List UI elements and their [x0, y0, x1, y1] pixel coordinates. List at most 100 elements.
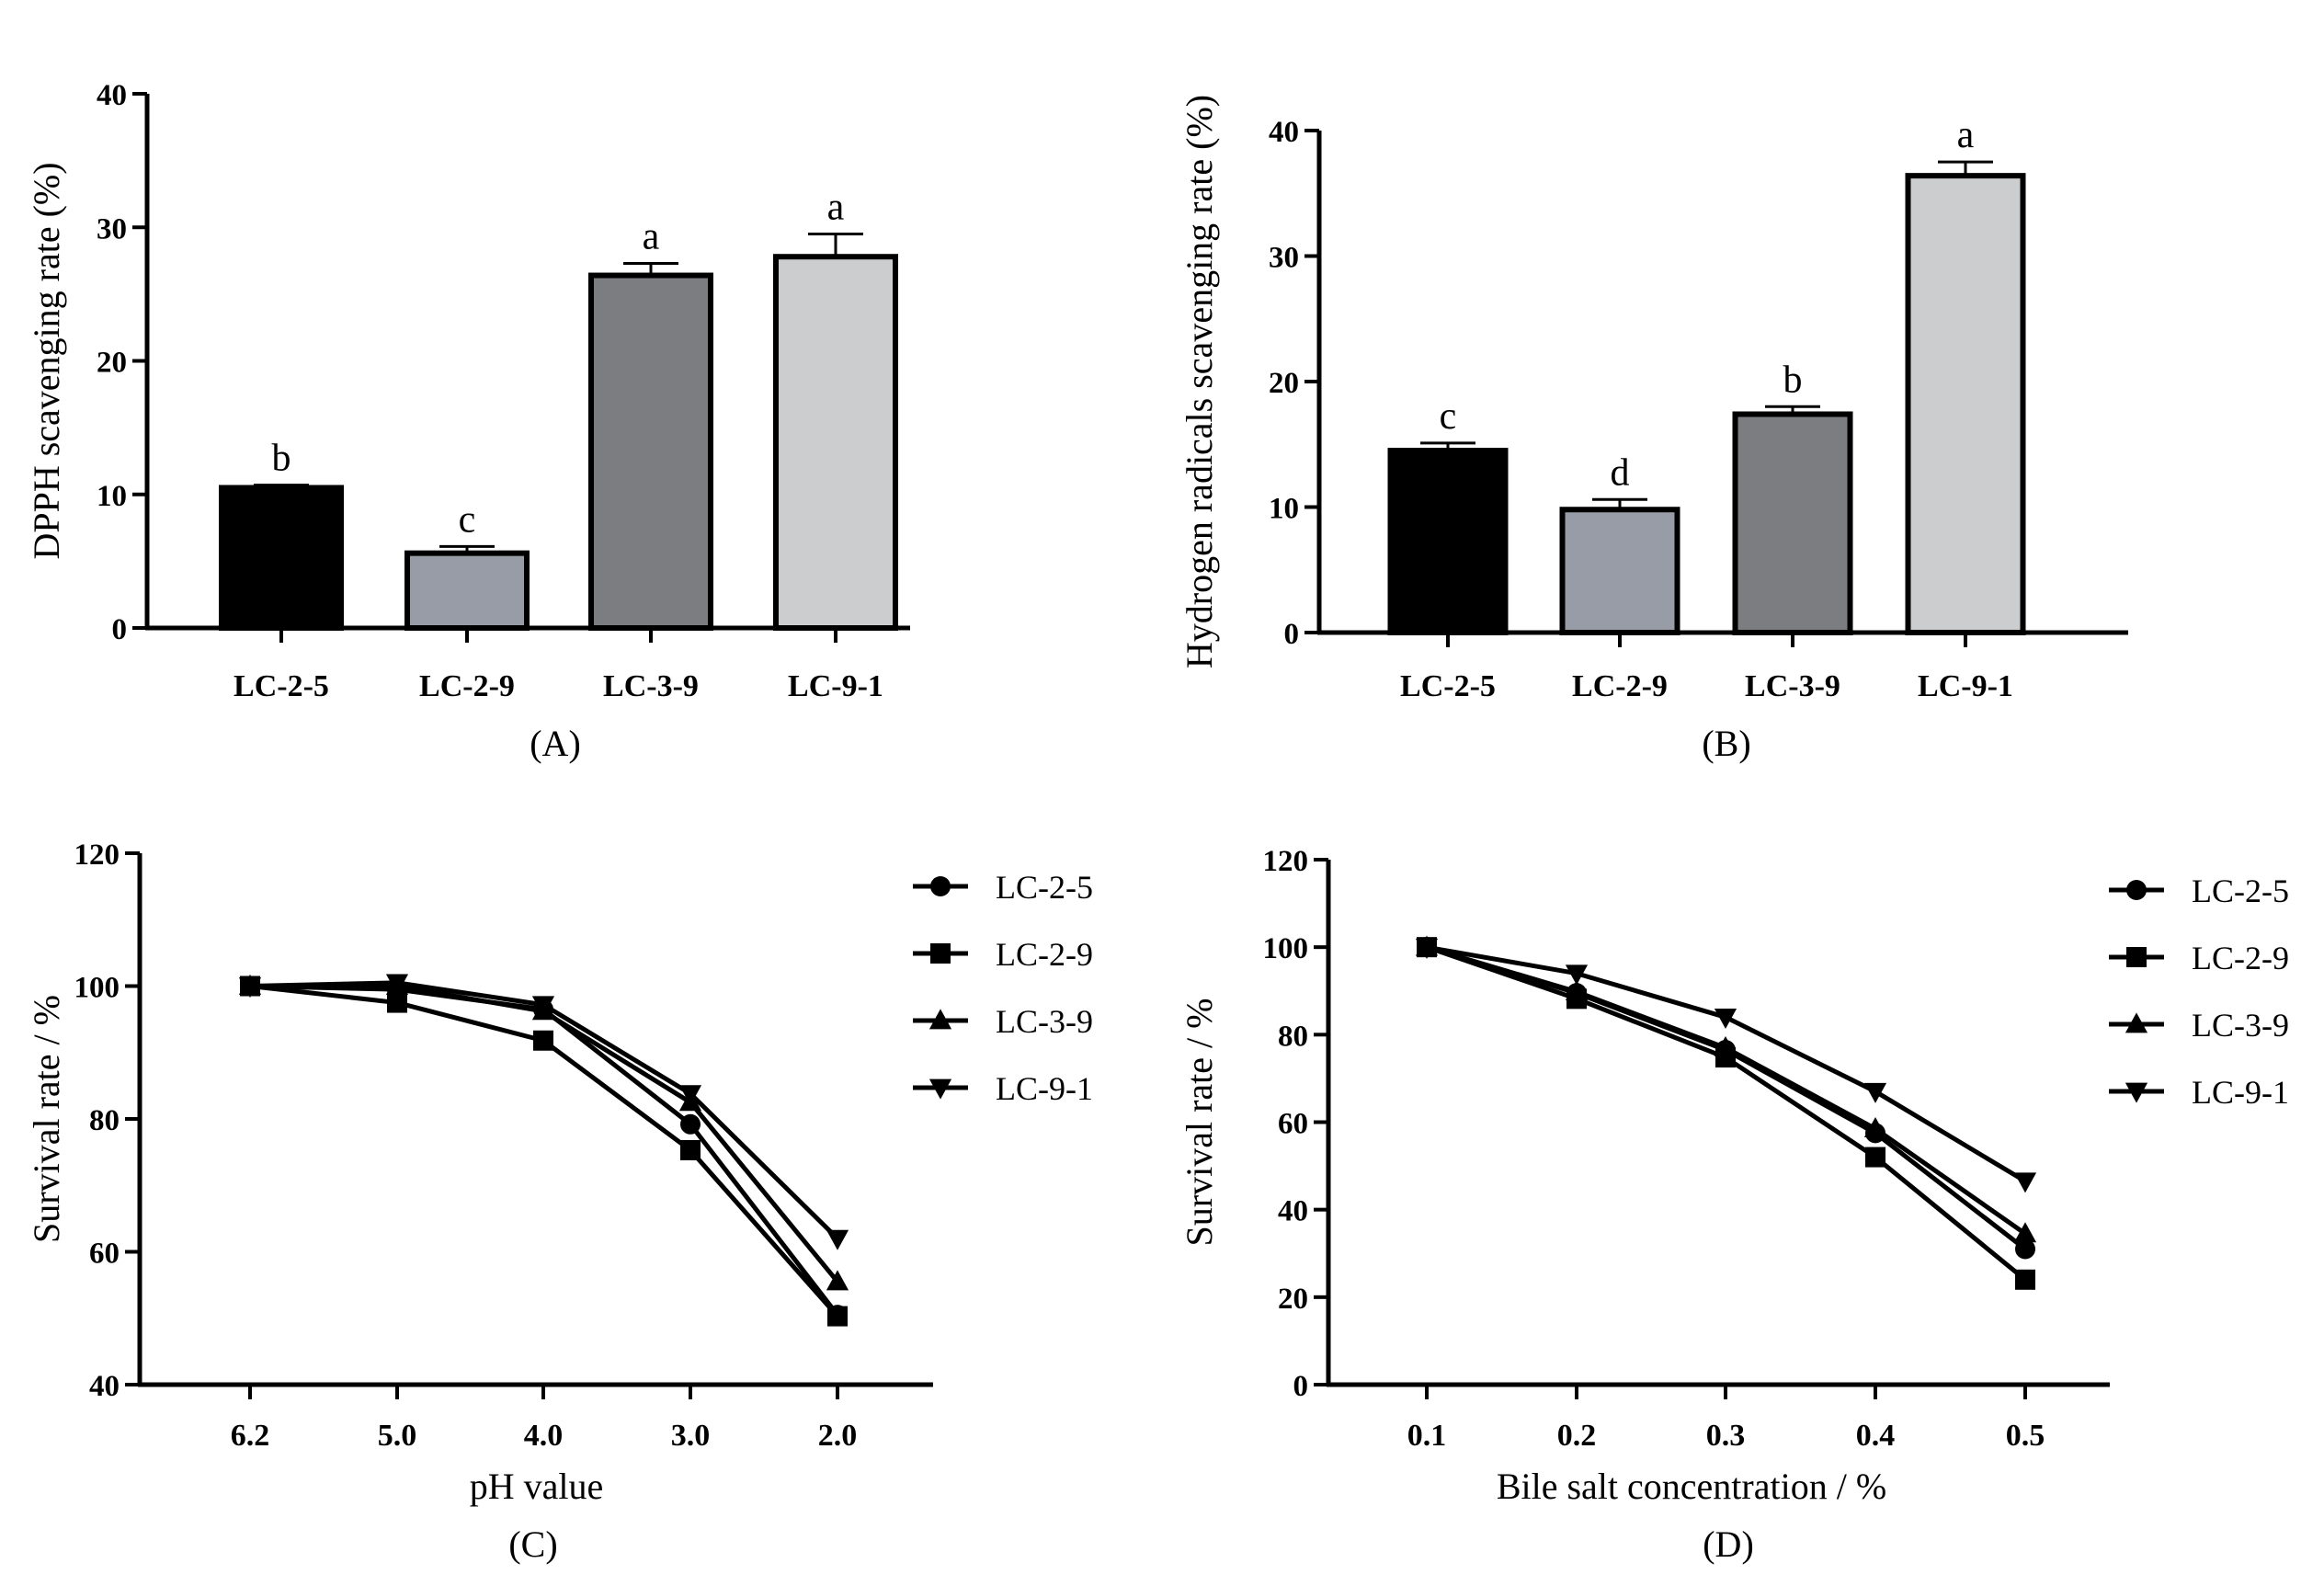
data-point: [1865, 1147, 1885, 1168]
data-point: [1863, 1082, 1887, 1103]
y-tick-label: 40: [1269, 116, 1299, 149]
panel-label: (C): [508, 1523, 557, 1565]
y-tick-label: 40: [1278, 1195, 1308, 1228]
data-point: [680, 1139, 701, 1160]
panel-label: (B): [1702, 723, 1750, 764]
x-tick-label: LC-2-5: [1400, 669, 1496, 703]
x-tick-label: LC-2-9: [419, 669, 515, 703]
bar: [588, 272, 713, 631]
significance-label: a: [827, 187, 845, 229]
bar: [219, 485, 344, 631]
bar: [1387, 448, 1509, 636]
legend-marker: [2125, 1082, 2148, 1103]
bar: [1905, 173, 2026, 635]
x-tick-label: 4.0: [524, 1419, 564, 1453]
legend-label: LC-2-9: [2192, 940, 2289, 976]
significance-label: c: [459, 498, 476, 541]
significance-label: b: [1783, 359, 1803, 401]
y-tick-label: 10: [1269, 493, 1299, 526]
y-tick-label: 30: [97, 212, 127, 245]
data-point: [2015, 1238, 2035, 1260]
chart-panel-4: 0 20 40 60 80 100 120 Survival rate / % 0.1 0.2 0.…: [1179, 845, 2289, 1565]
legend-label: LC-3-9: [2192, 1007, 2289, 1044]
y-tick-label: 0: [1293, 1370, 1309, 1403]
legend-marker: [2126, 947, 2147, 967]
x-tick-label: LC-3-9: [1745, 669, 1840, 703]
data-point: [827, 1306, 848, 1327]
data-point: [1565, 980, 1589, 1001]
data-point: [680, 1113, 701, 1135]
bar: [773, 254, 898, 631]
legend-label: LC-2-9: [996, 936, 1093, 973]
legend-marker: [2126, 880, 2147, 900]
significance-label: b: [272, 438, 291, 480]
legend-marker: [928, 1078, 952, 1100]
significance-label: a: [1957, 114, 1975, 156]
x-tick-label: 0.2: [1557, 1419, 1597, 1453]
legend-marker: [930, 876, 951, 896]
x-tick-label: 0.3: [1706, 1419, 1746, 1453]
data-point: [1714, 1035, 1737, 1056]
x-tick-label: 0.1: [1407, 1419, 1447, 1453]
y-tick-label: 20: [97, 347, 127, 380]
x-axis-label: pH value: [470, 1466, 604, 1507]
series-line: [1426, 944, 2027, 1236]
legend-label: LC-9-1: [2192, 1074, 2289, 1111]
y-tick-label: 60: [89, 1238, 120, 1271]
series-line: [250, 984, 839, 1284]
chart-panel-1: 0 10 20 30 40 DPPH scavenging rate (%) LC-2-5 L…: [26, 79, 910, 764]
x-tick-label: 6.2: [231, 1419, 270, 1453]
panel-label: (D): [1703, 1523, 1754, 1565]
significance-label: c: [1440, 395, 1457, 438]
y-tick-label: 100: [1263, 932, 1309, 965]
y-tick-label: 10: [97, 480, 127, 513]
y-tick-label: 80: [1278, 1020, 1308, 1053]
x-tick-label: LC-9-1: [1918, 669, 2013, 703]
y-tick-label: 120: [1263, 845, 1309, 878]
y-tick-label: 100: [74, 972, 120, 1005]
chart-panel-2: 0 10 20 30 40 Hydrogen radicals scavenging ra…: [1179, 95, 2128, 764]
legend-marker: [928, 1009, 952, 1030]
legend-label: LC-3-9: [996, 1003, 1093, 1040]
data-point: [2013, 1222, 2037, 1243]
x-axis-label: Bile salt concentration / %: [1497, 1466, 1886, 1507]
y-tick-label: 40: [97, 79, 127, 112]
y-tick-label: 60: [1278, 1108, 1308, 1141]
y-tick-label: 30: [1269, 242, 1299, 275]
y-axis-label: Survival rate / %: [26, 995, 67, 1243]
y-tick-label: 20: [1278, 1283, 1308, 1316]
y-tick-label: 20: [1269, 367, 1299, 400]
x-tick-label: LC-2-9: [1572, 669, 1668, 703]
y-axis-label: Survival rate / %: [1179, 998, 1220, 1247]
significance-label: d: [1611, 451, 1630, 494]
legend-marker: [930, 943, 951, 964]
data-point: [531, 996, 555, 1017]
legend-marker: [2125, 1012, 2148, 1033]
data-point: [678, 1085, 702, 1106]
data-point: [238, 977, 262, 998]
chart-panel-3: 40 60 80 100 120 Survival rate / % 6.2 5.0 4.0 3.…: [26, 839, 1093, 1565]
x-tick-label: 5.0: [378, 1419, 417, 1453]
y-axis-label: DPPH scavenging rate (%): [26, 162, 67, 559]
significance-label: a: [643, 215, 660, 257]
bar: [404, 550, 530, 631]
y-tick-label: 80: [89, 1104, 120, 1137]
x-tick-label: 0.5: [2006, 1419, 2045, 1453]
x-tick-label: LC-2-5: [234, 669, 329, 703]
x-tick-label: LC-3-9: [603, 669, 699, 703]
data-point: [1565, 964, 1589, 986]
legend-label: LC-2-5: [2192, 873, 2289, 909]
x-tick-label: LC-9-1: [788, 669, 883, 703]
y-tick-label: 40: [89, 1370, 120, 1403]
y-tick-label: 120: [74, 839, 120, 872]
panel-label: (A): [530, 723, 581, 764]
legend-label: LC-2-5: [996, 869, 1093, 906]
data-point: [533, 1030, 553, 1051]
x-tick-label: 2.0: [818, 1419, 858, 1453]
x-tick-label: 3.0: [671, 1419, 711, 1453]
data-point: [826, 1229, 849, 1250]
bar: [1559, 507, 1680, 635]
data-point: [1714, 1008, 1737, 1029]
data-point: [826, 1270, 849, 1291]
